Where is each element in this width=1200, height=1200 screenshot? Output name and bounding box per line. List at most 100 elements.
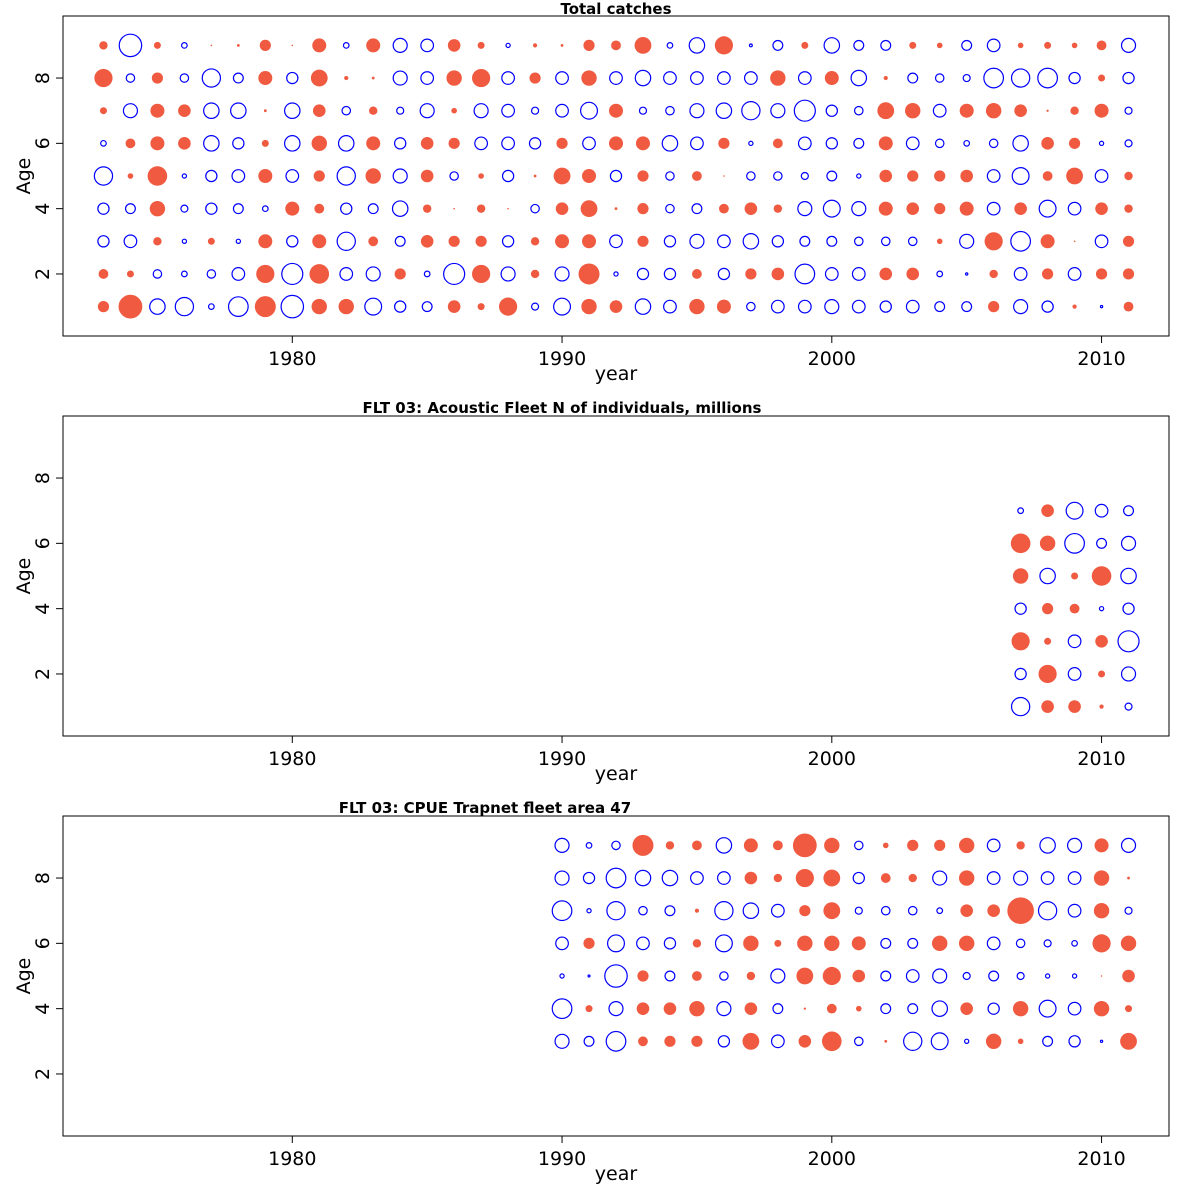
bubble-positive [1014, 202, 1027, 215]
bubble-positive [771, 267, 785, 281]
bubble-positive [1066, 167, 1083, 185]
axis-ticks: 1980 1990 2000 2010 2 4 6 8 [32, 72, 1126, 370]
bubble-positive [147, 166, 168, 186]
bubble-positive [451, 107, 457, 114]
bubble-negative [365, 266, 381, 282]
bubble-negative [339, 267, 354, 281]
bubble-positive [1046, 109, 1049, 112]
bubble-negative [665, 171, 675, 181]
bubble-positive [823, 902, 841, 920]
bubble-negative [1071, 973, 1078, 979]
bubble-negative [501, 71, 515, 85]
bubble-negative [1094, 169, 1109, 183]
bubble-positive [210, 44, 213, 47]
bubble-positive [1096, 40, 1107, 51]
bubble-negative [880, 937, 892, 949]
bubble-negative [1067, 634, 1082, 649]
bubble-negative [149, 298, 166, 315]
bubble-positive [797, 935, 813, 952]
bubble-negative [962, 971, 971, 981]
bubble-positive [533, 174, 537, 178]
bubble-positive [852, 969, 866, 983]
bubble-positive [773, 204, 783, 213]
bubble-positive [338, 298, 354, 315]
bubble-positive [796, 967, 814, 985]
bubble-negative [1016, 971, 1025, 981]
bubble-negative [604, 964, 628, 988]
bubble-positive [694, 908, 700, 913]
bubble-negative [665, 105, 675, 116]
bubble-negative [180, 41, 188, 49]
bubble-positive [258, 169, 273, 183]
y-tick-label: 6 [32, 137, 54, 149]
bubble-positive [261, 139, 269, 147]
bubble-negative [528, 137, 542, 150]
bubble-layer [93, 33, 1137, 319]
bubble-negative [283, 135, 301, 152]
bubble-negative [1124, 702, 1133, 711]
bubble-positive [714, 36, 734, 55]
bubble-positive [877, 102, 895, 120]
bubble-negative [794, 263, 816, 285]
bubble-negative [853, 137, 865, 149]
bubble-negative [1098, 140, 1105, 147]
bubble-positive [824, 71, 839, 86]
bubble-positive [309, 264, 330, 284]
bubble-negative [580, 101, 599, 120]
bubble-positive [1120, 935, 1137, 952]
bubble-negative [1124, 139, 1133, 148]
bubble-negative [825, 104, 839, 117]
bubble-positive [530, 269, 540, 279]
bubble-negative [606, 934, 625, 953]
bubble-negative [1038, 199, 1057, 218]
bubble-negative [232, 72, 244, 84]
bubble-negative [663, 937, 677, 950]
y-axis-label: Age [13, 158, 35, 195]
bubble-negative [690, 71, 704, 85]
bubble-negative [1067, 267, 1082, 281]
bubble-positive [664, 1035, 676, 1047]
bubble-negative [793, 99, 816, 122]
bubble-negative [1013, 267, 1028, 281]
bubble-positive [934, 170, 946, 182]
bubble-negative [1120, 666, 1137, 682]
bubble-negative [206, 269, 217, 279]
axis-ticks: 1980 1990 2000 2010 2 4 6 8 [32, 872, 1126, 1170]
bubble-negative [934, 301, 946, 313]
bubble-negative [530, 302, 540, 311]
bubble-negative [905, 969, 920, 983]
bubble-negative [235, 238, 242, 245]
bubble-positive [1040, 234, 1055, 249]
bubble-positive [958, 935, 975, 952]
bubble-negative [1099, 1039, 1104, 1044]
bubble-negative [1039, 837, 1056, 854]
x-tick-label: 2000 [808, 748, 856, 770]
bubble-positive [1124, 204, 1133, 213]
bubble-negative [582, 871, 596, 885]
bubble-positive [743, 838, 758, 853]
bubble-positive [882, 842, 889, 849]
bubble-positive [880, 873, 891, 883]
bubble-positive [879, 169, 893, 183]
bubble-negative [285, 169, 300, 183]
bubble-negative [748, 140, 754, 147]
bubble-positive [314, 203, 325, 214]
bubble-negative [582, 136, 596, 151]
bubble-negative [905, 136, 920, 151]
bubble-positive [906, 267, 920, 281]
bubble-positive [446, 70, 462, 86]
panel-title: FLT 03: CPUE Trapnet fleet area 47 [339, 799, 631, 817]
bubble-negative [609, 169, 623, 183]
bubble-negative [605, 867, 627, 889]
bubble-negative [748, 43, 753, 48]
bubble-negative [392, 70, 408, 86]
bubble-negative [931, 1000, 949, 1017]
bubble-positive [1124, 171, 1133, 181]
bubble-positive [447, 300, 461, 313]
bubble-positive [1100, 975, 1103, 977]
bubble-positive [97, 301, 110, 313]
bubble-positive [744, 871, 758, 885]
bubble-positive [798, 1035, 812, 1048]
bubble-negative [825, 137, 839, 150]
